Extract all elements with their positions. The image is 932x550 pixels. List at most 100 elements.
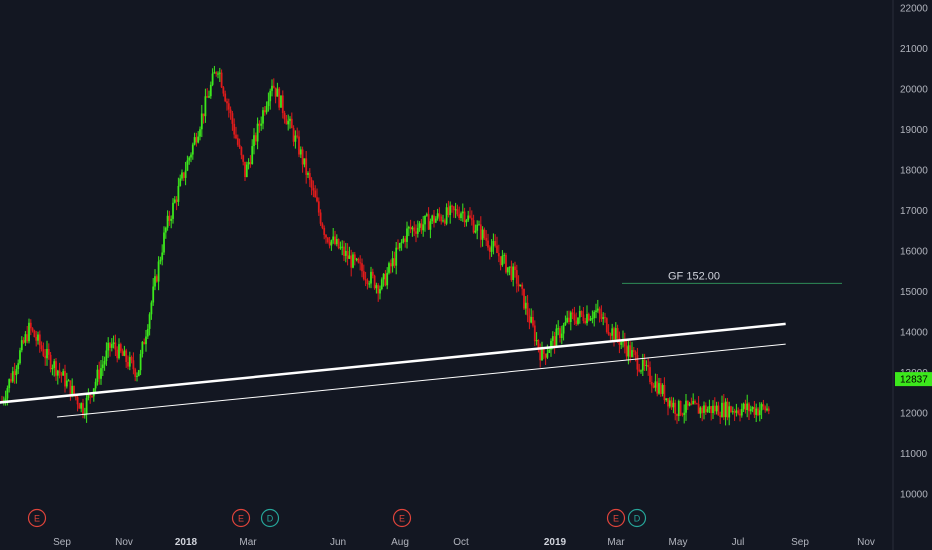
candle-body: [145, 336, 147, 345]
candle-body: [497, 253, 500, 257]
candle-body: [656, 381, 659, 394]
candle-body: [271, 85, 273, 91]
candle-body: [148, 314, 151, 329]
candle-body: [15, 369, 18, 376]
candle-body: [152, 286, 155, 303]
candle-body: [263, 110, 266, 113]
candle-body: [526, 302, 529, 316]
candle-body: [155, 276, 158, 282]
candle-body: [366, 280, 369, 284]
candle-body: [542, 348, 545, 354]
candle-body: [137, 370, 140, 376]
candle-body: [161, 252, 164, 260]
candle-body: [29, 322, 32, 329]
candle-body: [13, 371, 16, 376]
candle-body: [535, 339, 538, 342]
candle-body: [121, 351, 124, 356]
candle-body: [713, 405, 716, 412]
candle-body: [89, 394, 92, 396]
candle-body: [440, 216, 443, 222]
candle-body: [136, 375, 138, 377]
candle-body: [103, 361, 106, 365]
candle-body: [667, 398, 669, 407]
time-tick-label: Aug: [391, 537, 409, 548]
candle-body: [166, 215, 169, 228]
candle-body: [28, 322, 30, 342]
candle-body: [67, 380, 70, 382]
price-axis[interactable]: 1000011000120001300014000150001600017000…: [895, 4, 932, 501]
dividend-marker[interactable]: D: [627, 508, 647, 528]
candle-body: [757, 408, 759, 416]
candle-body: [530, 316, 533, 323]
candle-body: [514, 266, 516, 271]
price-tick-label: 22000: [900, 4, 928, 15]
trendline-secondary[interactable]: [56, 343, 786, 418]
candle-body: [42, 349, 45, 356]
candle-body: [379, 289, 381, 294]
candle-body: [627, 345, 630, 357]
candle-body: [368, 283, 371, 285]
trendlines-layer[interactable]: [0, 322, 786, 418]
candle-body: [128, 357, 131, 367]
candle-body: [604, 317, 606, 319]
candle-body: [452, 206, 455, 210]
candle-body: [26, 334, 29, 342]
candle-body: [494, 241, 497, 246]
candle-body: [710, 406, 713, 413]
dividend-marker[interactable]: D: [260, 508, 280, 528]
candle-body: [91, 395, 93, 397]
candle-body: [575, 320, 578, 324]
trendline-main[interactable]: [0, 322, 786, 405]
candle-body: [85, 397, 88, 415]
candle-body: [395, 247, 398, 266]
candle-body: [272, 85, 275, 88]
earnings-marker[interactable]: E: [27, 508, 47, 528]
candle-body: [544, 353, 547, 358]
candle-body: [661, 384, 664, 394]
svg-text:E: E: [238, 514, 244, 524]
candle-body: [134, 369, 137, 377]
candle-body: [506, 267, 509, 273]
candle-body: [253, 135, 255, 147]
candle-body: [98, 369, 101, 379]
earnings-marker[interactable]: E: [606, 508, 626, 528]
candle-body: [55, 361, 57, 376]
candle-body: [728, 406, 731, 418]
candle-body: [665, 398, 668, 401]
candle-body: [233, 123, 236, 135]
last-price-badge: [895, 372, 932, 387]
candle-body: [328, 242, 331, 246]
candle-body: [456, 209, 459, 215]
candle-body: [708, 406, 711, 410]
time-tick-label: Mar: [239, 537, 257, 548]
candle-body: [344, 250, 347, 256]
candle-body: [184, 170, 187, 178]
candle-body: [316, 197, 318, 202]
candle-body: [314, 190, 317, 198]
earnings-marker[interactable]: E: [392, 508, 412, 528]
candle-body: [425, 214, 428, 216]
candle-body: [193, 137, 196, 145]
candle-body: [422, 224, 425, 231]
candle-body: [278, 88, 281, 108]
candle-body: [353, 254, 356, 260]
candle-body: [492, 241, 495, 247]
candle-body: [467, 215, 470, 221]
candle-body: [488, 247, 491, 252]
candle-body: [764, 406, 767, 411]
time-axis[interactable]: Sep Nov 2018 Mar Jun Aug Oct 2019 Mar May Jul Sep No…: [53, 537, 875, 548]
candle-body: [190, 154, 192, 158]
candle-body: [409, 226, 412, 230]
candle-body: [398, 243, 401, 249]
candle-body: [631, 350, 633, 357]
candle-body: [688, 403, 691, 406]
candle-body: [649, 367, 651, 382]
earnings-marker[interactable]: E: [231, 508, 251, 528]
candle-body: [373, 275, 376, 289]
candle-body: [546, 352, 549, 358]
candle-body: [402, 238, 405, 243]
candle-body: [31, 328, 34, 331]
